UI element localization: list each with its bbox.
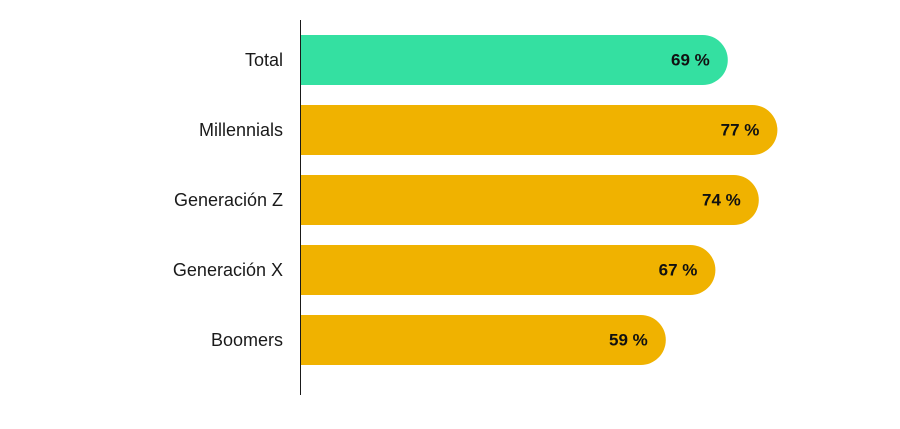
bar-total <box>300 35 728 85</box>
bar-millennials <box>300 105 778 155</box>
category-label-generacion-x: Generación X <box>173 260 283 280</box>
category-labels-group: Total Millennials Generación Z Generación X… <box>173 50 283 350</box>
bar-boomers <box>300 315 666 365</box>
bars-group <box>300 35 778 365</box>
bar-generacion-z <box>300 175 759 225</box>
value-label-generacion-z: 74 % <box>702 191 741 210</box>
category-label-millennials: Millennials <box>199 120 283 140</box>
value-labels-group: 69 % 77 % 74 % 67 % 59 % <box>609 51 759 350</box>
bar-generacion-x <box>300 245 716 295</box>
category-label-boomers: Boomers <box>211 330 283 350</box>
category-label-generacion-z: Generación Z <box>174 190 283 210</box>
value-label-total: 69 % <box>671 51 710 70</box>
value-label-boomers: 59 % <box>609 331 648 350</box>
value-label-generacion-x: 67 % <box>659 261 698 280</box>
category-label-total: Total <box>245 50 283 70</box>
value-label-millennials: 77 % <box>721 121 760 140</box>
